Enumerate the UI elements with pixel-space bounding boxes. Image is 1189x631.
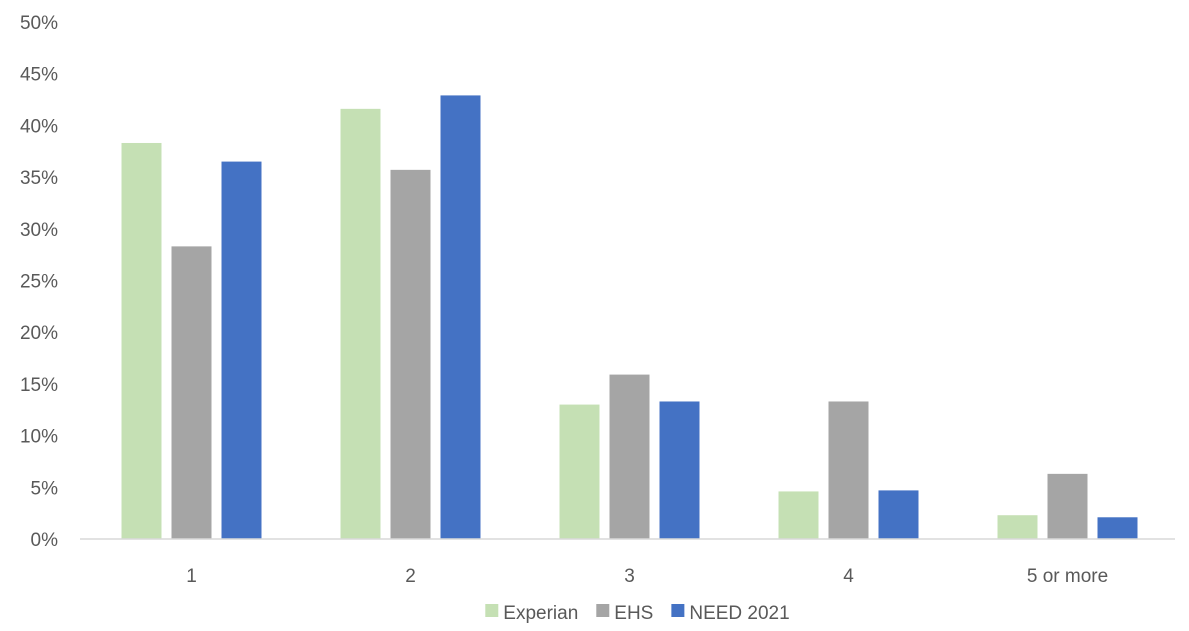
legend-swatch [596, 604, 610, 617]
y-tick-label: 25% [20, 272, 58, 293]
y-tick-label: 30% [20, 220, 58, 241]
bar-experian-3 [559, 404, 600, 539]
y-tick-label: 20% [20, 323, 58, 344]
bar-experian-4 [778, 491, 819, 539]
legend-item-experian: Experian [485, 603, 578, 624]
bar-ehs-4 [828, 401, 869, 539]
x-tick-label: 3 [624, 566, 635, 587]
bar-experian-5 [997, 515, 1038, 539]
bar-ehs-2 [390, 169, 431, 539]
y-tick-label: 0% [31, 530, 59, 551]
legend: Experian EHS NEED 2021 [485, 603, 790, 624]
y-tick-label: 10% [20, 427, 58, 448]
legend-label: EHS [614, 603, 653, 624]
x-tick-label: 2 [405, 566, 416, 587]
bar-need-2021-4 [878, 490, 919, 539]
x-tick-label: 4 [843, 566, 854, 587]
legend-swatch [671, 604, 685, 617]
y-tick-label: 40% [20, 116, 58, 137]
x-tick-label: 1 [186, 566, 197, 587]
bar-ehs-5 [1047, 473, 1088, 539]
y-tick-label: 45% [20, 65, 58, 86]
x-tick-label: 5 or more [1027, 566, 1108, 587]
bar-need-2021-5 [1097, 517, 1138, 539]
y-tick-label: 35% [20, 168, 58, 189]
bar-need-2021-1 [221, 161, 262, 539]
y-tick-label: 15% [20, 375, 58, 396]
legend-label: Experian [503, 603, 578, 624]
legend-item-need-2021: NEED 2021 [671, 603, 790, 624]
bar-experian-2 [340, 108, 381, 539]
legend-swatch [485, 604, 499, 617]
bar-need-2021-3 [659, 401, 700, 539]
legend-item-ehs: EHS [596, 603, 653, 624]
y-tick-label: 5% [31, 478, 59, 499]
bar-ehs-3 [609, 374, 650, 539]
x-axis-ticks: 1 2 3 4 5 or more [186, 566, 1108, 587]
y-tick-label: 50% [20, 13, 58, 34]
bar-ehs-1 [171, 246, 212, 540]
y-axis-ticks: 0% 5% 10% 15% 20% 25% 30% 35% 40% 45% 50% [20, 13, 58, 551]
legend-label: NEED 2021 [689, 603, 789, 624]
bars [121, 95, 1138, 540]
bar-need-2021-2 [440, 95, 481, 539]
bar-experian-1 [121, 142, 162, 539]
